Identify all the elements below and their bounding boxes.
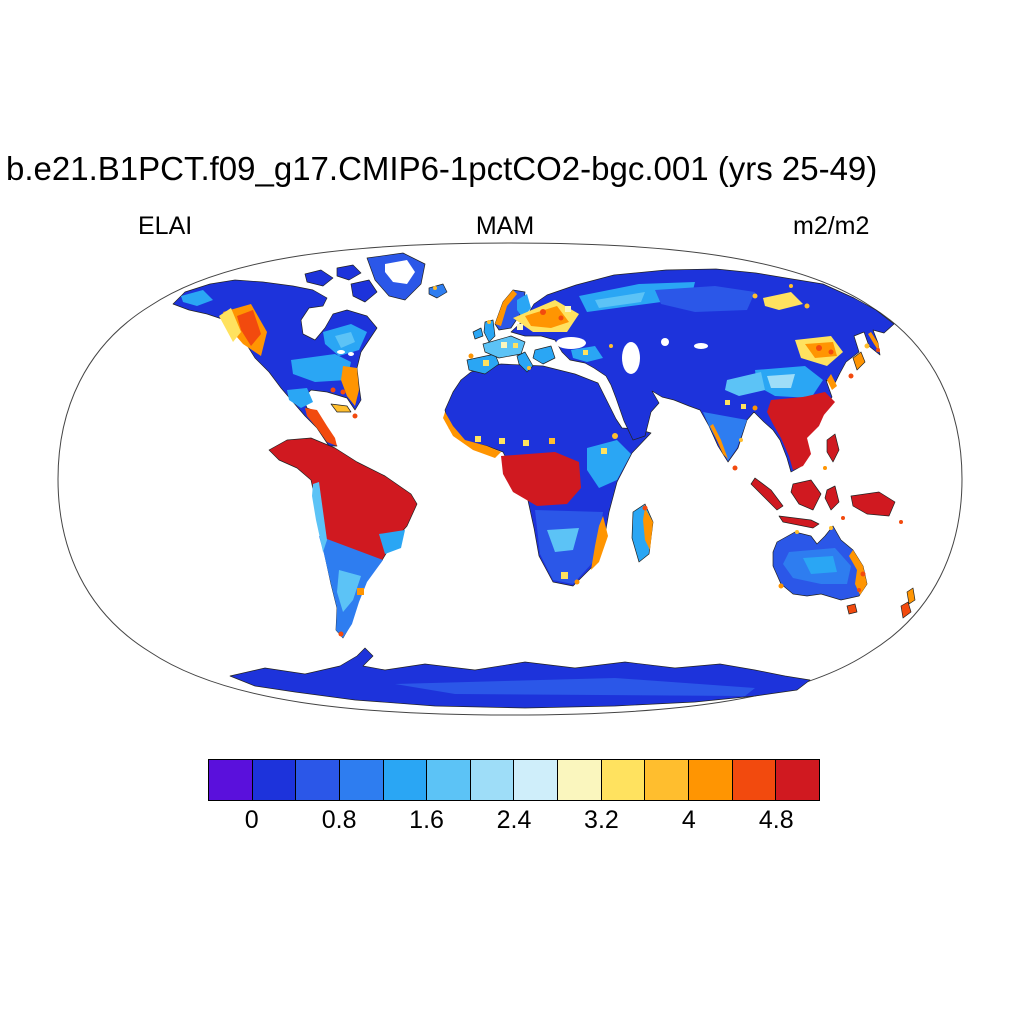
colorbar-segment [295, 759, 340, 801]
colorbar [208, 759, 820, 801]
colorbar-tick-label: 2.4 [496, 806, 532, 834]
colorbar-tick-label: 4.8 [758, 806, 794, 834]
plot-title: b.e21.B1PCT.f09_g17.CMIP6-1pctCO2-bgc.00… [6, 150, 878, 187]
colorbar-segment [208, 759, 253, 801]
continent-antarctica [229, 647, 811, 709]
variable-label: ELAI [138, 212, 193, 240]
colorbar-segment [731, 759, 777, 801]
indonesia-new-guinea [750, 433, 903, 529]
continent-australia [772, 525, 868, 615]
continent-europe [428, 283, 556, 375]
colorbar-segment [688, 759, 733, 801]
colorbar-segment [338, 759, 384, 801]
colorbar-tick-label: 3.2 [584, 806, 619, 834]
continent-north-america [172, 264, 378, 447]
continent-south-america [268, 437, 418, 639]
colorbar-segment [600, 759, 646, 801]
colorbar-segment [426, 759, 471, 801]
units-label: m2/m2 [793, 212, 870, 240]
colorbar-tick-label: 1.6 [409, 806, 444, 834]
colorbar-segment [644, 759, 690, 801]
colorbar-segment [251, 759, 297, 801]
colorbar-tick-label: 0 [244, 806, 259, 834]
colorbar-segment [775, 759, 820, 801]
new-zealand [900, 587, 916, 619]
colorbar-ticks: 0 0.8 1.6 2.4 3.2 4 4.8 [208, 806, 820, 842]
colorbar-segment [469, 759, 515, 801]
colorbar-segment [557, 759, 602, 801]
colorbar-tick-label: 4 [681, 806, 696, 834]
colorbar-segment [513, 759, 559, 801]
season-label: MAM [475, 212, 535, 240]
continent-africa [443, 363, 652, 587]
madagascar [631, 503, 654, 563]
greenland [366, 252, 426, 301]
map-container [55, 240, 965, 718]
world-map [57, 242, 963, 716]
colorbar-tick-label: 0.8 [321, 806, 357, 834]
continent-asia [510, 268, 895, 473]
colorbar-segment [382, 759, 428, 801]
